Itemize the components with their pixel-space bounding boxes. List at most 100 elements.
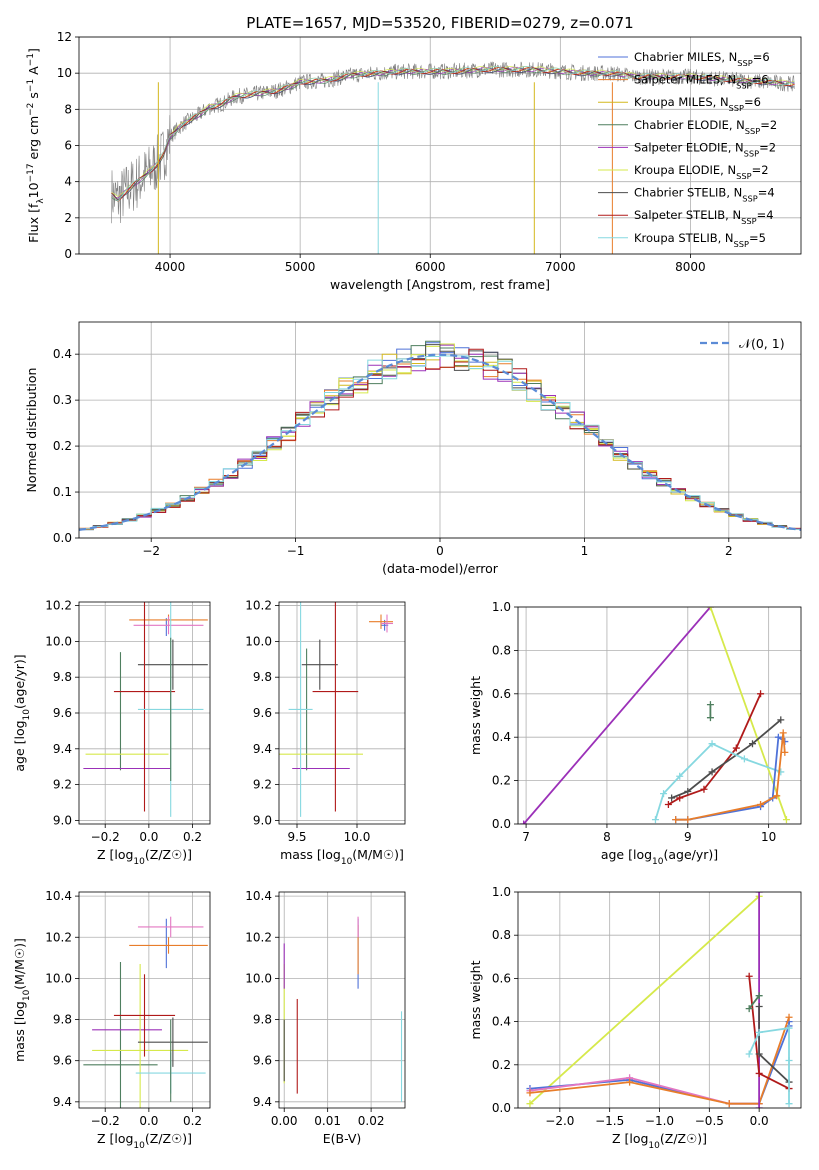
y-tick-label: 10.2 <box>45 930 72 944</box>
weight-marker <box>526 1100 534 1108</box>
x-tick-label: 6000 <box>415 260 446 274</box>
y-tick-label: 9.2 <box>253 778 272 792</box>
y-tick-label: 10.0 <box>245 971 272 985</box>
y-axis-label: age [log10(age/yr)] <box>12 654 32 771</box>
x-tick-label: 10 <box>761 830 776 844</box>
x-axis-label: mass [log10(M/M☉)] <box>280 847 404 867</box>
y-tick-label: 0.4 <box>53 347 72 361</box>
y-tick-label: 10.4 <box>245 889 272 903</box>
weight-marker <box>664 800 672 808</box>
y-tick-label: 6 <box>64 139 72 153</box>
chart-age-vs-Z: −0.2 0.0 0.2 9.0 9.2 9.4 9.6 9.8 10.0 10.2 Z [log1… <box>12 599 211 867</box>
x-axis-label: wavelength [Angstrom, rest frame] <box>330 277 550 292</box>
weight-marker <box>706 701 714 709</box>
legend-label: Kroupa MILES, NSSP=6 <box>634 95 761 113</box>
x-tick-label: 8000 <box>675 260 706 274</box>
y-tick-label: 10 <box>57 66 72 80</box>
weight-line <box>523 607 712 824</box>
y-tick-label: 0.6 <box>492 971 511 985</box>
weight-marker <box>773 792 781 800</box>
weight-marker <box>755 892 763 896</box>
y-tick-label: 9.6 <box>53 706 72 720</box>
spectrum-model-line <box>111 67 795 201</box>
y-tick-label: 0.0 <box>53 531 72 545</box>
y-tick-label: 9.8 <box>53 670 72 684</box>
weight-marker <box>755 1104 763 1108</box>
y-tick-label: 9.8 <box>253 1013 272 1027</box>
plot-area <box>83 602 208 817</box>
y-tick-label: 0.3 <box>53 393 72 407</box>
y-tick-label: 4 <box>64 175 72 189</box>
x-tick-label: 9 <box>684 830 692 844</box>
x-tick-label: 1 <box>581 544 589 558</box>
y-tick-label: 10.2 <box>245 599 272 613</box>
weight-marker <box>782 816 790 824</box>
x-tick-label: 0.01 <box>314 1114 341 1128</box>
legend-label: Chabrier STELIB, NSSP=4 <box>634 186 775 204</box>
weight-marker <box>672 816 680 824</box>
x-tick-label: −1.5 <box>595 1114 624 1128</box>
x-tick-label: 0 <box>436 544 444 558</box>
y-axis-label: Flux [fλ10−17 erg cm−2 s−1 A−1] <box>26 48 46 243</box>
weight-marker <box>706 714 714 722</box>
plot-area <box>526 892 793 1108</box>
histogram-step <box>79 348 801 530</box>
weight-marker <box>676 772 684 780</box>
weight-marker <box>708 768 716 776</box>
x-tick-label: 0.0 <box>139 830 158 844</box>
weight-marker <box>684 816 692 824</box>
chart-mass-vs-ebv: 0.00 0.01 0.02 9.4 9.6 9.8 10.0 10.2 10.4 E(B-V) <box>245 889 406 1146</box>
weight-marker <box>785 1100 793 1108</box>
weight-marker <box>626 1078 634 1086</box>
weight-marker <box>755 1050 763 1058</box>
y-tick-label: 10.0 <box>45 971 72 985</box>
x-tick-label: 0.2 <box>183 1114 202 1128</box>
chart-mass-vs-Z: −0.2 0.0 0.2 9.4 9.6 9.8 10.0 10.2 10.4 Z [log10(… <box>12 889 211 1151</box>
y-tick-label: 0.2 <box>492 774 511 788</box>
chart-weight-vs-age: 7 8 9 10 0.0 0.2 0.4 0.6 0.8 1.0 age [log10(age/yr… <box>468 600 802 867</box>
weight-marker <box>700 785 708 793</box>
axes-frame <box>278 891 406 1109</box>
y-tick-label: 10.0 <box>45 634 72 648</box>
legend-label: Chabrier MILES, NSSP=6 <box>634 50 770 68</box>
x-tick-label: 2 <box>725 544 733 558</box>
y-tick-label: 10.0 <box>245 634 272 648</box>
spectrum-model-line <box>111 67 795 202</box>
y-tick-label: 0.2 <box>53 439 72 453</box>
spectrum-model-line <box>111 66 795 202</box>
x-tick-label: 9.5 <box>287 830 306 844</box>
y-tick-label: 9.4 <box>253 742 272 756</box>
legend-label: Salpeter ELODIE, NSSP=2 <box>634 140 776 158</box>
y-tick-label: 9.6 <box>53 1054 72 1068</box>
plot-area <box>279 602 393 817</box>
chart-weight-vs-Z: −2.0 −1.5 −1.0 −0.5 0.0 0.0 0.2 0.4 0.6 0.8 1.0 Z [… <box>468 885 802 1151</box>
weight-marker <box>785 1013 793 1021</box>
weight-marker <box>725 1100 733 1108</box>
x-tick-label: 0.00 <box>271 1114 298 1128</box>
x-tick-label: −2 <box>142 544 160 558</box>
legend: Chabrier MILES, NSSP=6 Salpeter MILES, NS… <box>598 50 777 249</box>
weight-marker <box>755 1069 763 1077</box>
spectrum-model-line <box>111 67 795 202</box>
grid <box>279 602 405 824</box>
weight-marker <box>732 744 740 752</box>
y-tick-label: 0.6 <box>492 687 511 701</box>
weight-marker <box>774 733 782 741</box>
weight-line <box>529 1076 760 1105</box>
y-tick-label: 9.6 <box>253 1054 272 1068</box>
weight-marker <box>785 1024 793 1032</box>
y-tick-label: 0.0 <box>492 1101 511 1115</box>
weight-marker <box>781 748 789 756</box>
y-tick-label: 9.0 <box>253 813 272 827</box>
y-tick-label: 8 <box>64 102 72 116</box>
legend-label: Salpeter STELIB, NSSP=4 <box>634 208 774 226</box>
x-tick-label: 8 <box>603 830 611 844</box>
x-axis-label: age [log10(age/yr)] <box>601 847 718 867</box>
chart-spectrum: 4000 5000 6000 7000 8000 0 2 4 6 8 10 12 wavelength … <box>26 14 802 292</box>
x-tick-label: −1.0 <box>645 1114 674 1128</box>
y-tick-label: 10.2 <box>245 930 272 944</box>
weight-marker <box>757 690 765 698</box>
weight-marker <box>708 740 716 748</box>
weight-marker <box>660 790 668 798</box>
